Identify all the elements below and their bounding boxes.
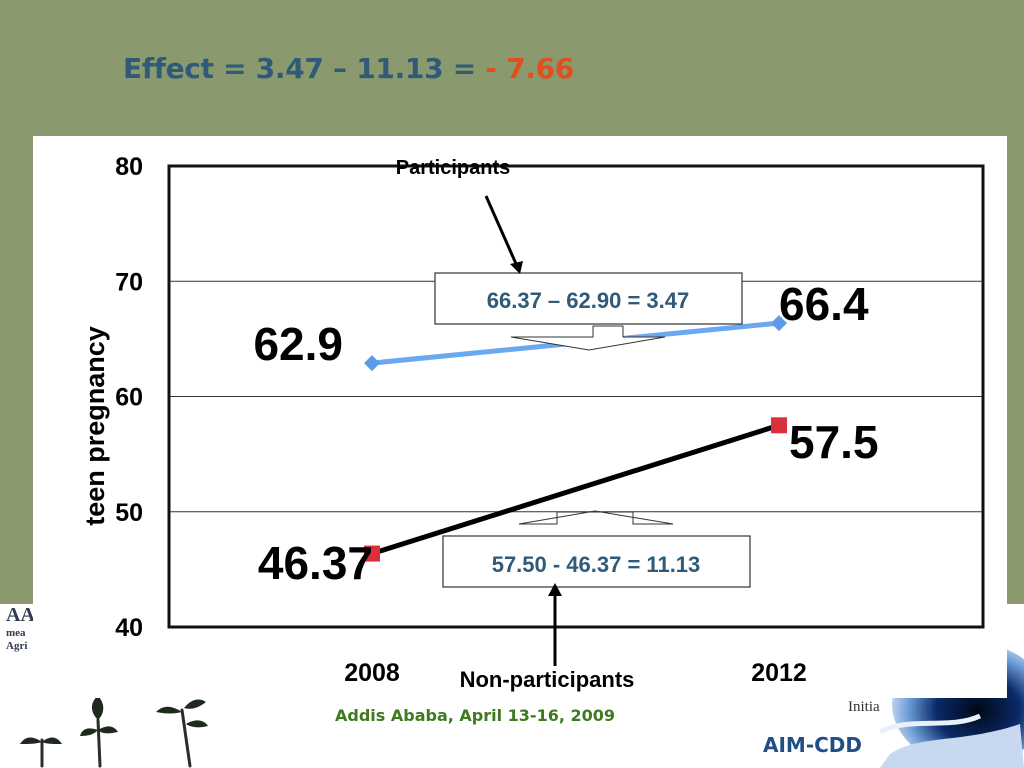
arrowhead-participants	[510, 261, 523, 274]
data-label: 62.9	[253, 318, 343, 370]
marker-participants	[364, 355, 380, 372]
seedlings-icon	[20, 696, 208, 768]
footer-date: Addis Ababa, April 13-16, 2009	[335, 706, 616, 725]
y-axis-label: teen pregnancy	[80, 326, 110, 526]
line-chart: 40 50 60 70 80 teen pregnancy 2008 2012 62.9 66.4…	[80, 153, 985, 692]
logo-left: AA mea Agri	[6, 604, 66, 664]
series-label-participants: Participants	[396, 157, 510, 179]
y-tick-label: 70	[115, 268, 143, 296]
y-tick-label: 40	[115, 614, 143, 642]
marker-non-participants	[364, 545, 380, 562]
series-line-non-participants	[371, 422, 780, 556]
annotation-text-participants: 66.37 – 62.90 = 3.47	[487, 288, 689, 313]
logo-text: AA	[6, 604, 35, 626]
y-tick-label: 80	[115, 153, 143, 181]
logo-line-1: mea	[6, 627, 26, 639]
slide-title: Effect = 3.47 – 11.13 = - 7.66	[123, 52, 574, 85]
chart-panel: 40 50 60 70 80 teen pregnancy 2008 2012 62.9 66.4…	[33, 136, 1007, 698]
plot-area-border	[167, 164, 985, 629]
footer-brand: AIM-CDD	[763, 733, 863, 757]
series-label-non-participants: Non-participants	[460, 667, 635, 692]
x-tick-label: 2008	[344, 659, 400, 687]
annotation-box-non-participants	[442, 535, 751, 588]
logo-line-2: Agri	[6, 640, 28, 652]
title-formula: Effect = 3.47 – 11.13 =	[123, 52, 486, 85]
x-tick-label: 2012	[751, 659, 807, 687]
y-tick-label: 60	[115, 384, 143, 412]
arrowhead-non-participants	[548, 583, 562, 596]
bracket-participants	[510, 325, 666, 351]
data-label: 46.37	[258, 537, 373, 589]
marker-non-participants	[771, 417, 787, 434]
bracket-non-participants	[518, 510, 674, 525]
data-label: 66.4	[779, 278, 869, 330]
data-label: 57.5	[789, 416, 879, 468]
annotation-box-participants	[434, 272, 743, 325]
annotation-text-non-participants: 57.50 - 46.37 = 11.13	[492, 552, 701, 577]
title-effect-value: - 7.66	[485, 52, 574, 85]
y-tick-label: 50	[115, 499, 143, 527]
marker-participants	[771, 315, 787, 332]
arrow-participants	[484, 195, 519, 267]
